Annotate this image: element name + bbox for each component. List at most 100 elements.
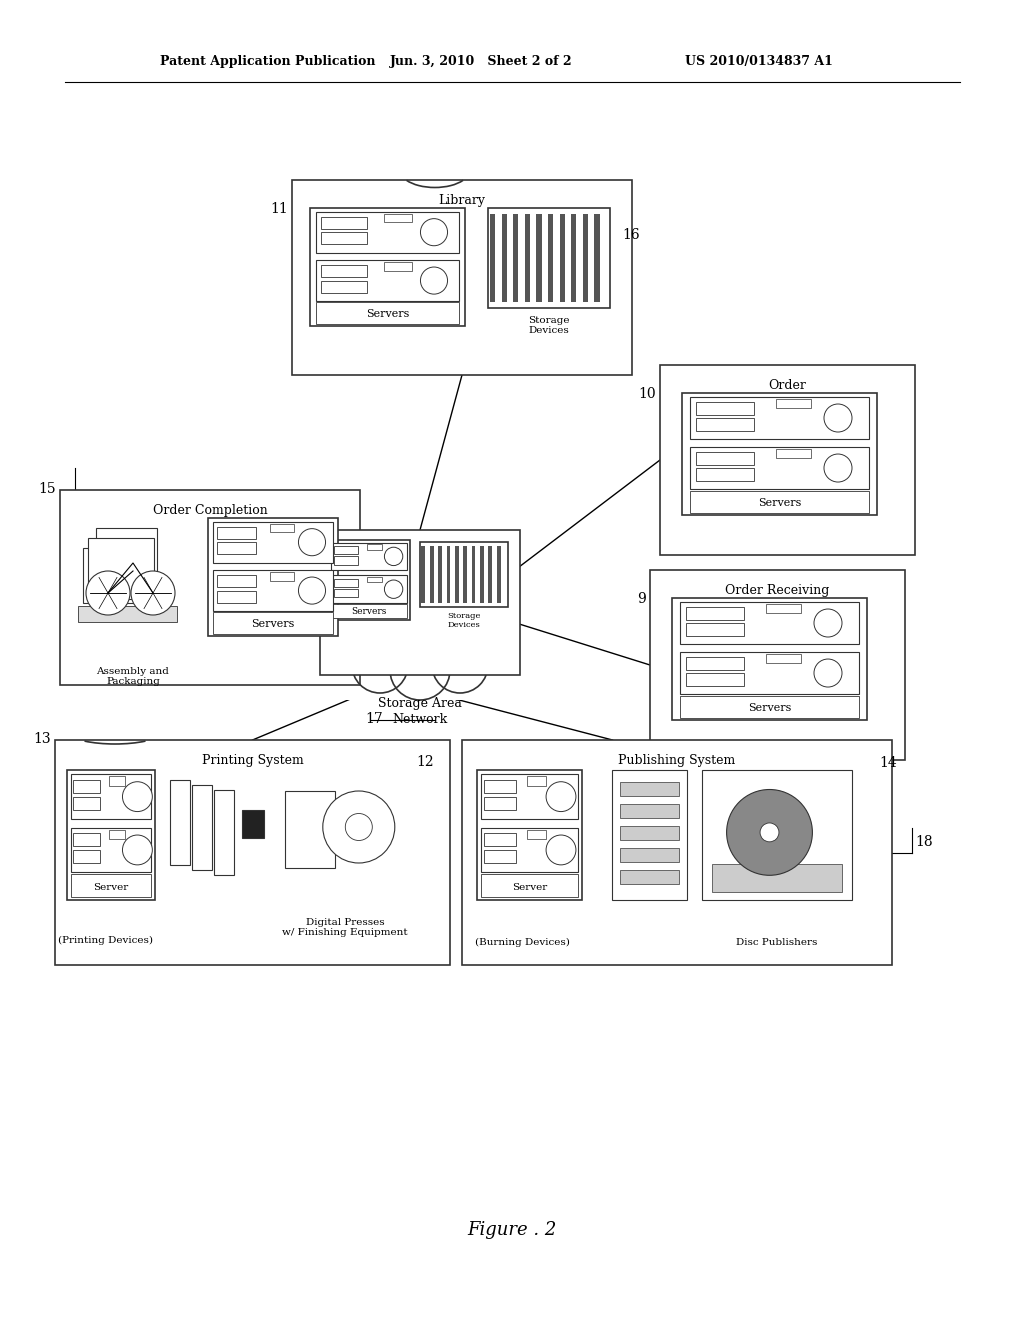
- Circle shape: [546, 781, 575, 812]
- Bar: [213, 521, 333, 562]
- Bar: [71, 874, 152, 898]
- Bar: [319, 531, 520, 675]
- Bar: [583, 214, 588, 302]
- Bar: [497, 546, 501, 603]
- Circle shape: [323, 791, 395, 863]
- Bar: [292, 180, 632, 375]
- Text: Digital Presses
w/ Finishing Equipment: Digital Presses w/ Finishing Equipment: [283, 917, 408, 937]
- Bar: [695, 451, 754, 465]
- Bar: [332, 543, 407, 570]
- Bar: [775, 449, 811, 458]
- Bar: [612, 770, 687, 900]
- Circle shape: [824, 404, 852, 432]
- Bar: [620, 804, 679, 818]
- Bar: [775, 399, 811, 408]
- Text: Servers: Servers: [351, 607, 387, 616]
- Bar: [73, 780, 99, 793]
- Circle shape: [546, 836, 575, 865]
- Text: Servers: Servers: [748, 702, 792, 713]
- Bar: [620, 781, 679, 796]
- Bar: [285, 791, 335, 867]
- Bar: [83, 548, 138, 603]
- Bar: [571, 214, 577, 302]
- Bar: [502, 214, 507, 302]
- Bar: [446, 546, 451, 603]
- Bar: [384, 214, 413, 222]
- Circle shape: [298, 577, 326, 605]
- Bar: [513, 214, 518, 302]
- Text: 16: 16: [622, 228, 640, 242]
- Bar: [217, 590, 256, 603]
- Bar: [214, 789, 234, 875]
- Bar: [384, 263, 413, 271]
- Bar: [55, 741, 450, 965]
- Bar: [321, 281, 368, 293]
- Bar: [316, 213, 459, 252]
- Circle shape: [390, 640, 450, 700]
- Text: (Printing Devices): (Printing Devices): [57, 936, 153, 945]
- Text: 9: 9: [637, 591, 646, 606]
- Text: Figure . 2: Figure . 2: [467, 1221, 557, 1239]
- Bar: [368, 577, 382, 582]
- Bar: [695, 469, 754, 480]
- Circle shape: [421, 219, 447, 246]
- Bar: [270, 572, 294, 581]
- Bar: [524, 214, 530, 302]
- Bar: [695, 403, 754, 414]
- Bar: [686, 657, 744, 669]
- Text: Patent Application Publication: Patent Application Publication: [160, 55, 376, 69]
- Bar: [686, 623, 744, 635]
- Bar: [170, 780, 190, 865]
- Bar: [67, 770, 155, 900]
- Text: Server: Server: [93, 883, 129, 891]
- Bar: [310, 209, 465, 326]
- Bar: [73, 850, 99, 863]
- Bar: [430, 546, 433, 603]
- Circle shape: [727, 789, 812, 875]
- Bar: [96, 528, 157, 589]
- Circle shape: [384, 579, 402, 598]
- Bar: [766, 653, 801, 663]
- Bar: [110, 776, 125, 785]
- Circle shape: [334, 612, 390, 668]
- Text: Storage
Devices: Storage Devices: [447, 612, 480, 628]
- Bar: [560, 214, 565, 302]
- Text: Order: Order: [769, 379, 807, 392]
- Text: Storage
Devices: Storage Devices: [528, 315, 569, 335]
- Circle shape: [824, 454, 852, 482]
- Bar: [620, 826, 679, 840]
- Bar: [702, 770, 852, 900]
- Bar: [334, 546, 358, 554]
- Text: 10: 10: [638, 387, 656, 401]
- Circle shape: [814, 659, 842, 686]
- Bar: [690, 491, 869, 512]
- Circle shape: [760, 822, 779, 842]
- Bar: [334, 557, 358, 565]
- Text: Printing System: Printing System: [202, 754, 303, 767]
- Text: 18: 18: [915, 836, 933, 850]
- Text: 14: 14: [880, 756, 897, 770]
- Bar: [270, 524, 294, 532]
- Circle shape: [420, 579, 490, 649]
- Bar: [686, 673, 744, 685]
- Bar: [488, 546, 493, 603]
- Bar: [690, 447, 869, 488]
- Bar: [660, 366, 915, 554]
- Text: 13: 13: [34, 733, 51, 746]
- Bar: [472, 546, 475, 603]
- Bar: [332, 576, 407, 603]
- Circle shape: [123, 836, 153, 865]
- Bar: [595, 214, 600, 302]
- Bar: [462, 741, 892, 965]
- Bar: [484, 850, 516, 863]
- Text: Publishing System: Publishing System: [618, 754, 735, 767]
- Circle shape: [123, 781, 153, 812]
- Bar: [316, 260, 459, 301]
- Circle shape: [814, 609, 842, 638]
- Circle shape: [86, 572, 130, 615]
- Bar: [537, 214, 542, 302]
- Bar: [334, 589, 358, 598]
- Bar: [766, 605, 801, 612]
- Bar: [548, 214, 553, 302]
- Bar: [422, 546, 425, 603]
